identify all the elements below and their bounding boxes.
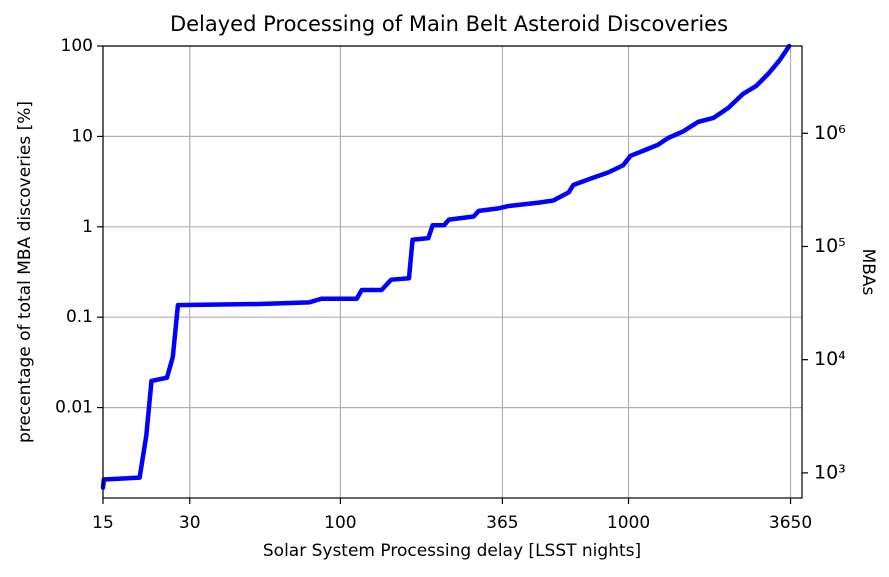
y-tick-label: 10 (71, 126, 93, 146)
y-tick-label: 100 (61, 36, 93, 56)
chart-title: Delayed Processing of Main Belt Asteroid… (170, 12, 728, 36)
x-tick-label: 1000 (607, 513, 650, 533)
y2-tick-label: 10⁵ (814, 235, 846, 257)
x-tick-label: 365 (486, 513, 518, 533)
y2-axis-label: MBAs (858, 249, 878, 296)
x-axis-label: Solar System Processing delay [LSST nigh… (263, 541, 641, 561)
plot-frame (102, 45, 803, 499)
y-tick-label: 0.01 (55, 398, 93, 418)
data-line (100, 43, 792, 490)
y-tick-label: 1 (82, 217, 93, 237)
x-tick-label: 100 (324, 513, 356, 533)
x-tick-label: 3650 (769, 513, 812, 533)
y2-tick-label: 10⁶ (814, 122, 846, 144)
y-axis-label: precentage of total MBA discoveries [%] (15, 101, 35, 443)
y2-tick-label: 10⁴ (814, 348, 846, 370)
x-tick-label: 30 (179, 513, 201, 533)
y2-tick-label: 10³ (814, 461, 846, 483)
x-tick-label: 15 (92, 513, 114, 533)
y-tick-label: 0.1 (66, 307, 93, 327)
